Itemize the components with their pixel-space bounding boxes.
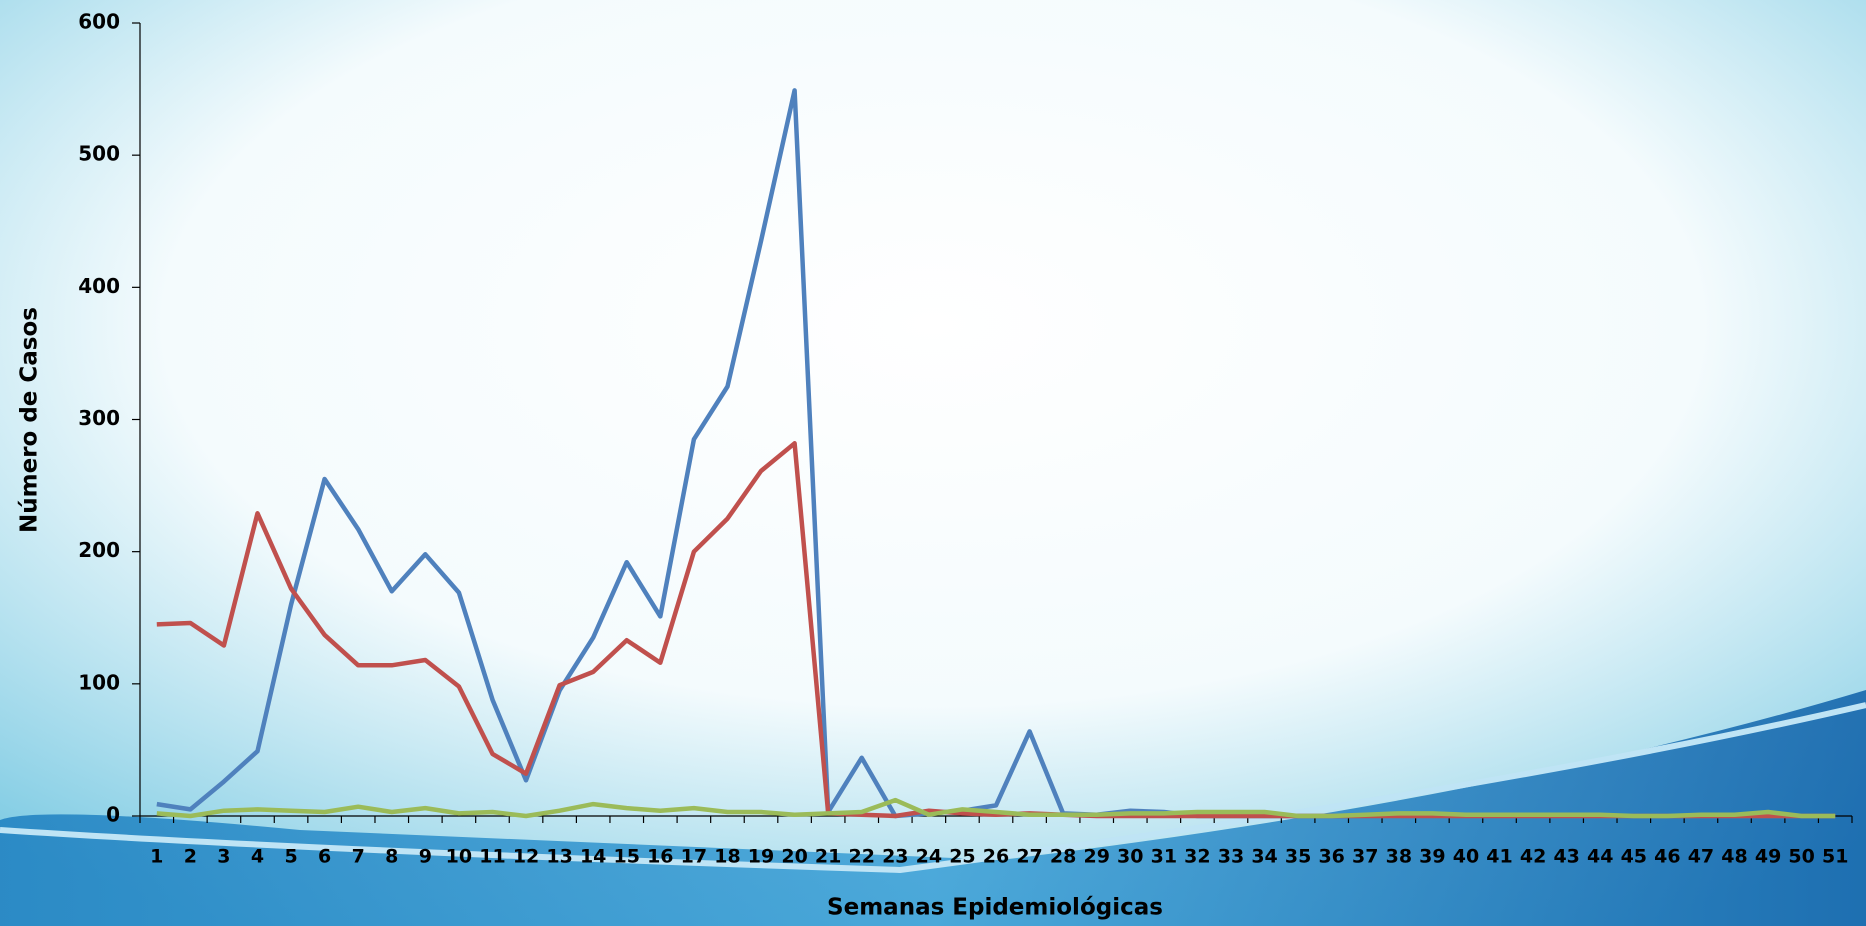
y-tick-label: 100 <box>78 670 120 694</box>
x-tick-label: 10 <box>446 846 472 868</box>
x-tick-label: 11 <box>479 846 505 868</box>
x-tick-label: 31 <box>1151 846 1177 868</box>
x-tick-label: 49 <box>1755 846 1781 868</box>
x-tick-label: 34 <box>1251 846 1277 868</box>
x-tick-label: 40 <box>1453 846 1479 868</box>
y-tick-label: 0 <box>106 803 120 827</box>
x-tick-label: 38 <box>1386 846 1412 868</box>
y-axis-label: Número de Casos <box>17 307 43 533</box>
x-tick-label: 44 <box>1587 846 1613 868</box>
x-tick-label: 24 <box>916 846 942 868</box>
x-tick-label: 46 <box>1654 846 1680 868</box>
x-tick-label: 39 <box>1419 846 1445 868</box>
x-tick-label: 37 <box>1352 846 1378 868</box>
swoosh-highlight <box>0 702 1866 874</box>
x-tick-label: 50 <box>1788 846 1814 868</box>
x-tick-label: 47 <box>1688 846 1714 868</box>
x-tick-label: 26 <box>983 846 1009 868</box>
y-tick-label: 600 <box>78 10 120 34</box>
x-tick-label: 4 <box>251 846 264 868</box>
x-tick-label: 6 <box>318 846 331 868</box>
x-tick-label: 18 <box>714 846 740 868</box>
x-tick-label: 22 <box>848 846 874 868</box>
x-tick-label: 1 <box>150 846 163 868</box>
swoosh <box>0 690 1866 926</box>
x-tick-label: 27 <box>1016 846 1042 868</box>
x-tick-label: 48 <box>1721 846 1747 868</box>
x-tick-label: 15 <box>614 846 640 868</box>
x-tick-label: 13 <box>546 846 572 868</box>
x-tick-label: 21 <box>815 846 841 868</box>
y-tick-label: 200 <box>78 538 120 562</box>
y-tick-label: 400 <box>78 274 120 298</box>
x-tick-label: 35 <box>1285 846 1311 868</box>
x-tick-label: 43 <box>1553 846 1579 868</box>
x-tick-label: 30 <box>1117 846 1143 868</box>
y-tick-label: 300 <box>78 406 120 430</box>
x-tick-label: 25 <box>949 846 975 868</box>
x-tick-label: 17 <box>681 846 707 868</box>
x-tick-label: 12 <box>513 846 539 868</box>
x-tick-label: 33 <box>1218 846 1244 868</box>
x-tick-label: 9 <box>419 846 432 868</box>
x-tick-label: 3 <box>217 846 230 868</box>
x-tick-label: 8 <box>385 846 398 868</box>
x-tick-label: 19 <box>748 846 774 868</box>
x-tick-label: 41 <box>1486 846 1512 868</box>
x-tick-label: 51 <box>1822 846 1848 868</box>
x-tick-label: 23 <box>882 846 908 868</box>
x-tick-label: 14 <box>580 846 606 868</box>
x-tick-label: 16 <box>647 846 673 868</box>
x-tick-label: 2 <box>184 846 197 868</box>
x-tick-label: 20 <box>781 846 807 868</box>
x-tick-label: 42 <box>1520 846 1546 868</box>
series-line <box>156 797 1836 819</box>
x-tick-label: 28 <box>1050 846 1076 868</box>
x-tick-label: 29 <box>1083 846 1109 868</box>
x-tick-label: 32 <box>1184 846 1210 868</box>
x-tick-label: 5 <box>284 846 297 868</box>
x-axis-label: Semanas Epidemiológicas <box>827 895 1163 921</box>
x-tick-label: 45 <box>1621 846 1647 868</box>
x-tick-label: 7 <box>352 846 365 868</box>
y-tick-label: 500 <box>78 142 120 166</box>
x-tick-label: 36 <box>1318 846 1344 868</box>
